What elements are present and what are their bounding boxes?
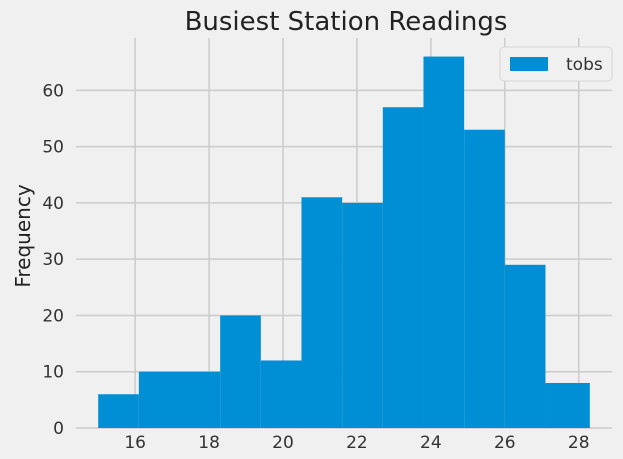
histogram-bar-3	[220, 315, 261, 428]
chart-title: Busiest Station Readings	[185, 7, 508, 37]
x-tick-label-3: 22	[346, 433, 368, 453]
y-tick-label-0: 0	[53, 419, 64, 439]
y-tick-labels: 0 10 20 30 40 50 60	[42, 81, 64, 439]
histogram-bar-6	[342, 202, 383, 428]
y-tick-label-2: 20	[42, 306, 64, 326]
y-tick-label-1: 10	[42, 363, 64, 383]
histogram-bar-11	[545, 382, 590, 428]
histogram-bar-5	[301, 197, 343, 428]
histogram-bar-9	[464, 129, 505, 428]
histogram-bar-0	[98, 394, 139, 428]
histogram-bar-4	[260, 360, 302, 428]
histogram-bar-2	[179, 371, 221, 428]
x-tick-label-5: 26	[494, 433, 516, 453]
histogram-bar-10	[504, 264, 546, 428]
y-axis-label: Frequency	[11, 184, 35, 287]
legend: tobs	[499, 46, 613, 82]
histogram-bar-8	[423, 56, 465, 428]
x-tick-label-6: 28	[568, 433, 590, 453]
legend-swatch-tobs	[510, 57, 548, 71]
x-tick-label-0: 16	[124, 433, 146, 453]
x-tick-label-4: 24	[420, 433, 442, 453]
x-tick-label-1: 18	[198, 433, 220, 453]
histogram-bar-1	[138, 371, 180, 428]
x-tick-label-2: 20	[272, 433, 294, 453]
x-tick-labels: 16 18 20 22 24 26 28	[124, 433, 589, 453]
histogram-bars	[98, 56, 590, 429]
y-tick-label-3: 30	[42, 250, 64, 270]
y-tick-label-4: 40	[42, 194, 64, 214]
y-tick-label-6: 60	[42, 81, 64, 101]
histogram-bar-7	[382, 107, 424, 429]
legend-box	[499, 46, 613, 82]
legend-label-tobs: tobs	[566, 55, 603, 75]
y-tick-label-5: 50	[42, 138, 64, 158]
